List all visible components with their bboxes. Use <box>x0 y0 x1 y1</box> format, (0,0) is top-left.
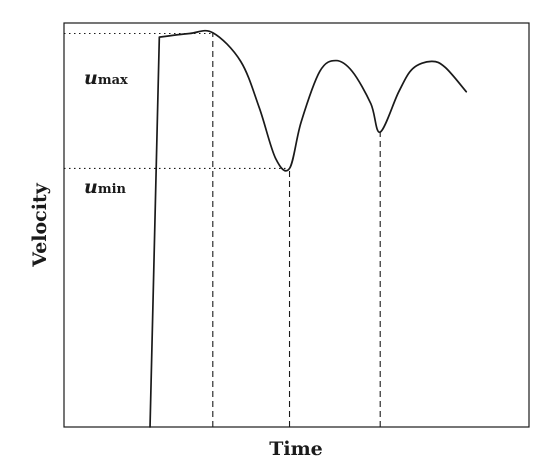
u-max-label-base: u <box>84 67 98 89</box>
u-min-label-base: u <box>84 176 98 198</box>
velocity-series-line <box>149 29 468 428</box>
plot-frame <box>63 22 530 428</box>
y-axis-title: Velocity <box>29 182 51 268</box>
series-layer <box>149 29 468 428</box>
u-min-label: umin <box>84 176 127 198</box>
u-max-label-sub: max <box>98 73 128 88</box>
u-max-label: umax <box>84 67 128 89</box>
x-axis-title: Time <box>269 438 323 460</box>
reference-lines <box>64 32 381 427</box>
u-min-label-sub: min <box>98 182 127 197</box>
